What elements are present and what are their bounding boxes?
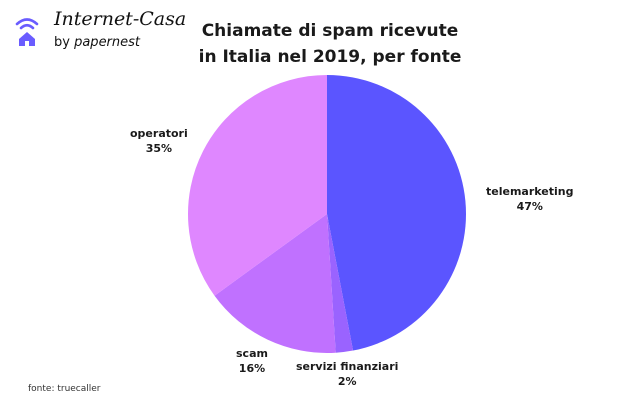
slice-name-telemarketing: telemarketing xyxy=(486,185,574,198)
slice-name-operatori: operatori xyxy=(130,127,188,140)
brand-title: Internet-Casa xyxy=(54,8,187,30)
pie-slice-telemarketing xyxy=(327,75,466,351)
slice-label-scam: scam 16% xyxy=(236,346,268,376)
brand-logo: Internet-Casa by papernest xyxy=(14,8,186,52)
source-note: fonte: truecaller xyxy=(28,384,101,394)
brand-subtitle: by papernest xyxy=(54,34,186,52)
chart-title: Chiamate di spam ricevute in Italia nel … xyxy=(198,21,462,67)
slice-value-scam: 16% xyxy=(238,362,266,375)
pie-slice-servizi-finanziari xyxy=(327,214,354,353)
slice-name-servizi-finanziari: servizi finanziari xyxy=(296,360,399,373)
brand-sub-prefix: by xyxy=(54,35,70,50)
slice-value-servizi-finanziari: 2% xyxy=(337,375,357,388)
slice-label-operatori: operatori 35% xyxy=(130,126,188,156)
pie-slice-scam xyxy=(214,214,336,353)
brand-sub-name: papernest xyxy=(74,35,141,50)
wifi-house-icon xyxy=(15,18,39,46)
slice-value-telemarketing: 47% xyxy=(516,200,543,213)
slice-value-operatori: 35% xyxy=(145,142,173,155)
slice-label-telemarketing: telemarketing 47% xyxy=(486,184,573,214)
slice-name-scam: scam xyxy=(236,347,268,360)
slice-label-servizi-finanziari: servizi finanziari 2% xyxy=(296,359,398,389)
pie-slice-operatori xyxy=(188,75,327,296)
